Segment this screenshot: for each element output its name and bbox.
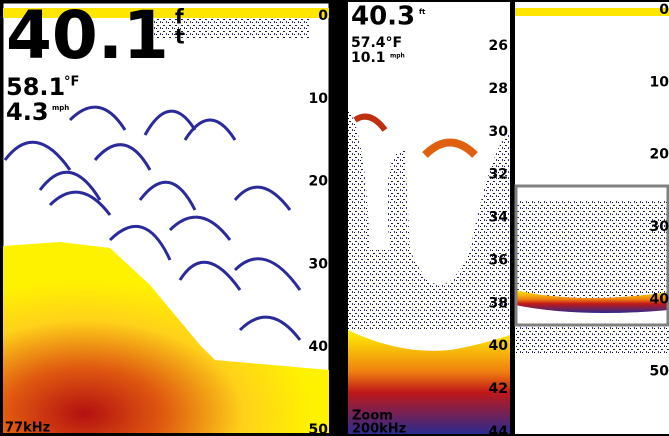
scale-label: 40: [309, 339, 329, 355]
zoom-clutter: [348, 110, 510, 330]
scale-label: 0: [318, 8, 328, 24]
scale-label: 30: [309, 256, 329, 272]
scale-label: 36: [489, 252, 508, 268]
scale-label: 40: [650, 291, 669, 307]
scale-label: 50: [650, 364, 669, 380]
full-scale: 0102030405060: [650, 2, 669, 380]
depth-readout: 40.3: [351, 2, 415, 32]
zoom-fish: [353, 113, 388, 132]
frequency: 200kHz: [352, 422, 406, 436]
scale-label: 20: [650, 147, 669, 163]
scale-label: 50: [309, 422, 329, 436]
scale-label: 30: [489, 124, 509, 140]
speed-unit: mph: [390, 53, 405, 60]
speed-unit: mph: [52, 104, 69, 112]
full-clutter: [515, 325, 669, 355]
scale-label: 34: [489, 210, 509, 226]
zoom-window: [514, 184, 669, 327]
scale-label: 38: [489, 295, 508, 311]
scale-label: 30: [650, 219, 669, 235]
depth-unit: ft: [419, 8, 426, 16]
surface-clutter: [3, 8, 329, 18]
surface-noise: [150, 18, 310, 38]
water-temp: 58.1: [6, 73, 65, 101]
scale-label: 40: [489, 338, 509, 354]
scale-label: 32: [489, 167, 508, 183]
scale-label: 42: [489, 381, 508, 397]
scale-label: 20: [309, 174, 329, 190]
full-clutter: [515, 200, 669, 300]
scale-label: 0: [659, 2, 669, 18]
scale-label: 28: [489, 81, 508, 97]
speed: 4.3: [6, 98, 49, 126]
temp-unit: °F: [64, 75, 79, 90]
zoom-fish: [422, 138, 478, 158]
depth-scale: 0 10 20 30 40 50: [309, 8, 329, 436]
scale-label: 44: [489, 424, 509, 436]
frequency: 77kHz: [5, 421, 50, 436]
zoom-bottom: [348, 330, 510, 434]
depth-unit: f: [175, 5, 184, 29]
full-bottom: [515, 290, 669, 314]
right-panel: 40.3 ft 57.4°F 10.1 mph Zoom 200kHz 26 28…: [348, 2, 669, 436]
scale-label: 26: [489, 38, 508, 54]
bottom-echo: [3, 242, 329, 433]
speed: 10.1: [351, 50, 386, 66]
surface-clutter: [515, 8, 669, 16]
scale-label: 10: [650, 74, 669, 90]
divider: [510, 2, 515, 434]
zoom-label: Zoom: [352, 409, 393, 424]
zoom-scale: 26 28 30 32 34 36 38 40 42 44: [489, 38, 509, 436]
depth-readout: 40.1: [6, 0, 169, 74]
scale-label: 10: [309, 91, 329, 107]
water-temp: 57.4°F: [351, 35, 402, 51]
left-panel: 40.1 f t 58.1 °F 4.3 mph 77kHz 0 10 20 30 40…: [0, 0, 332, 436]
depth-unit: t: [175, 25, 185, 49]
fish-arches: [3, 105, 302, 341]
